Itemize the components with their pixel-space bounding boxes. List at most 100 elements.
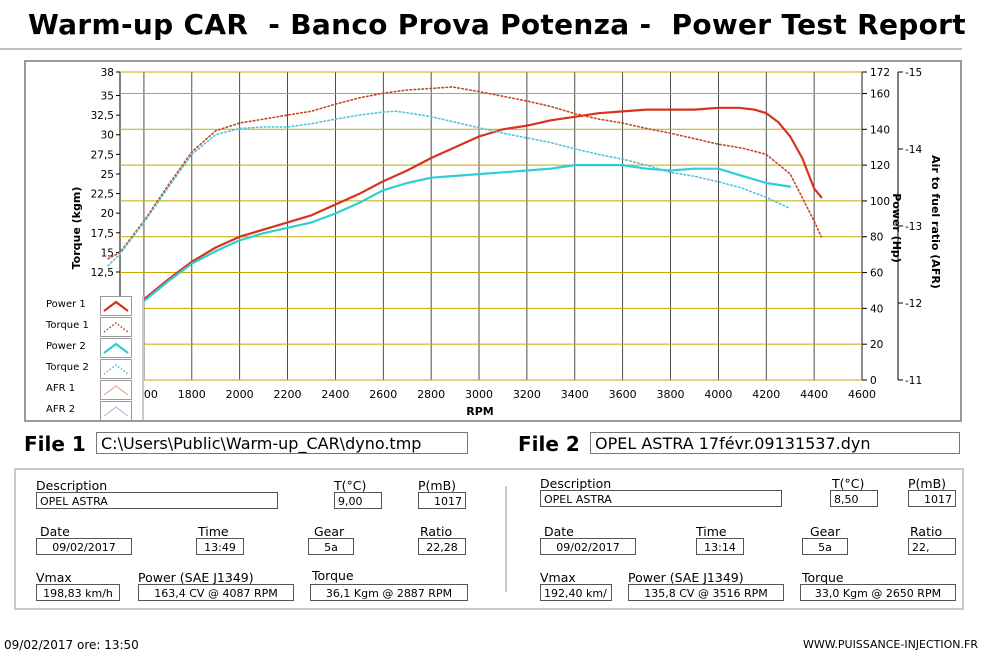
run-1-date-value: 09/02/2017 — [36, 538, 132, 555]
file-1-label: File 1 — [24, 432, 86, 456]
run-1-description-value: OPEL ASTRA — [36, 492, 278, 509]
x-tick-label: 3000 — [465, 388, 493, 401]
legend-item-torque-1[interactable]: Torque 1 — [26, 317, 142, 337]
run-1-ratio-value: 22,28 — [418, 538, 466, 555]
run-1-pressure-label: P(mB) — [418, 478, 457, 493]
run-2-power-label: Power (SAE J1349) — [628, 570, 744, 585]
chart-canvas: 1600180020002200240026002800300032003400… — [70, 67, 942, 418]
run-1-torque-label: Torque — [312, 568, 354, 583]
run-2-temp-value: 8,50 — [830, 490, 878, 507]
legend-label: Torque 1 — [46, 320, 89, 331]
torque-1-swatch — [100, 317, 132, 337]
legend-item-afr-2[interactable]: AFR 2 — [26, 401, 142, 421]
run-2-torque-label: Torque — [802, 570, 844, 585]
x-tick-label: 2000 — [226, 388, 254, 401]
series-power-1-line — [106, 106, 823, 324]
torque-tick-label: 17,5 — [91, 228, 114, 240]
torque-axis-title: Torque (kgm) — [70, 187, 83, 270]
x-tick-label: 3800 — [657, 388, 685, 401]
footer-website-link[interactable]: WWW.PUISSANCE-INJECTION.FR — [803, 638, 978, 651]
torque-tick-label: 32,5 — [91, 110, 114, 122]
plot-area — [119, 71, 863, 381]
power-tick-label: 140 — [870, 124, 890, 136]
afr-tick-label: -11 — [905, 375, 922, 387]
run-1-power-value: 163,4 CV @ 4087 RPM — [138, 584, 294, 601]
x-tick-label: 3600 — [609, 388, 637, 401]
torque-2-swatch — [100, 359, 132, 379]
afr-axis-title: Air to fuel ratio (AFR) — [929, 155, 942, 289]
x-tick-label: 3400 — [561, 388, 589, 401]
legend-label: Power 1 — [46, 299, 86, 310]
power-tick-label: 80 — [870, 232, 883, 244]
afr-1-swatch — [100, 380, 132, 400]
run-2-time-value: 13:14 — [696, 538, 744, 555]
run-2-torque-value: 33,0 Kgm @ 2650 RPM — [800, 584, 956, 601]
legend-label: Power 2 — [46, 341, 86, 352]
x-tick-label: 2400 — [321, 388, 349, 401]
run-2-gear-value: 5a — [802, 538, 848, 555]
run-1-date-label: Date — [40, 524, 70, 539]
file-1-path-field[interactable]: C:\Users\Public\Warm-up_CAR\dyno.tmp — [96, 432, 468, 454]
series-torque-2-line — [107, 110, 792, 267]
run-1-ratio-label: Ratio — [420, 524, 453, 539]
x-tick-label: 3200 — [513, 388, 541, 401]
run-1-description-label: Description — [36, 478, 108, 493]
torque-tick-label: 27,5 — [91, 149, 114, 161]
run-1-time-value: 13:49 — [196, 538, 244, 555]
afr-tick-label: -12 — [905, 298, 922, 310]
power-1-swatch — [100, 296, 132, 316]
file-2-path-field[interactable]: OPEL ASTRA 17févr.09131537.dyn — [590, 432, 960, 454]
run-1-vmax-label: Vmax — [36, 570, 72, 585]
run-1-gear-value: 5a — [308, 538, 354, 555]
x-tick-label: 4600 — [848, 388, 876, 401]
run-2-description-value: OPEL ASTRA — [540, 490, 782, 507]
run-1-temp-label: T(°C) — [334, 478, 367, 493]
torque-tick-label: 35 — [101, 91, 114, 103]
legend-item-power-2[interactable]: Power 2 — [26, 338, 142, 358]
legend-item-torque-2[interactable]: Torque 2 — [26, 359, 142, 379]
series-torque-1-line — [107, 86, 823, 260]
torque-tick-label: 20 — [101, 208, 114, 220]
power-tick-label: 60 — [870, 268, 883, 280]
power-tick-label: 20 — [870, 339, 883, 351]
panel-divider — [505, 486, 507, 592]
torque-tick-label: 22,5 — [91, 189, 114, 201]
run-info-panel: Description OPEL ASTRA T(°C) 9,00 P(mB) … — [14, 468, 964, 610]
run-2-power-value: 135,8 CV @ 3516 RPM — [628, 584, 784, 601]
dyno-chart: 1600180020002200240026002800300032003400… — [24, 60, 962, 422]
x-tick-label: 2800 — [417, 388, 445, 401]
footer-timestamp: 09/02/2017 ore: 13:50 — [4, 638, 139, 652]
afr-2-swatch — [100, 401, 132, 421]
chart-legend: Power 1 Torque 1 Power 2 Torque 2 AFR 1 — [26, 296, 144, 421]
run-2-date-label: Date — [544, 524, 574, 539]
power-tick-label: 172 — [870, 67, 890, 79]
run-1-pressure-value: 1017 — [418, 492, 466, 509]
run-2-description-label: Description — [540, 476, 612, 491]
run-2-date-value: 09/02/2017 — [540, 538, 636, 555]
afr-tick-label: -15 — [905, 67, 922, 79]
run-2-ratio-value: 22, — [908, 538, 956, 555]
run-2-vmax-value: 192,40 km/ — [540, 584, 612, 601]
x-tick-label: 4200 — [752, 388, 780, 401]
legend-label: AFR 2 — [46, 404, 76, 415]
run-2-ratio-label: Ratio — [910, 524, 943, 539]
run-2-vmax-label: Vmax — [540, 570, 576, 585]
legend-item-afr-1[interactable]: AFR 1 — [26, 380, 142, 400]
x-tick-label: 4400 — [800, 388, 828, 401]
torque-tick-label: 15 — [101, 247, 114, 259]
torque-tick-label: 30 — [101, 130, 114, 142]
torque-tick-label: 12,5 — [91, 267, 114, 279]
legend-item-power-1[interactable]: Power 1 — [26, 296, 142, 316]
torque-tick-label: 38 — [101, 67, 114, 79]
power-tick-label: 40 — [870, 303, 883, 315]
legend-label: AFR 1 — [46, 383, 76, 394]
power-2-swatch — [100, 338, 132, 358]
afr-tick-label: -13 — [905, 221, 922, 233]
power-tick-label: 100 — [870, 196, 890, 208]
run-2-pressure-value: 1017 — [908, 490, 956, 507]
torque-tick-label: 25 — [101, 169, 114, 181]
report-title: Warm-up CAR - Banco Prova Potenza - Powe… — [28, 8, 966, 41]
run-2-temp-label: T(°C) — [832, 476, 865, 491]
x-tick-label: 2200 — [274, 388, 302, 401]
x-tick-label: 1800 — [178, 388, 206, 401]
